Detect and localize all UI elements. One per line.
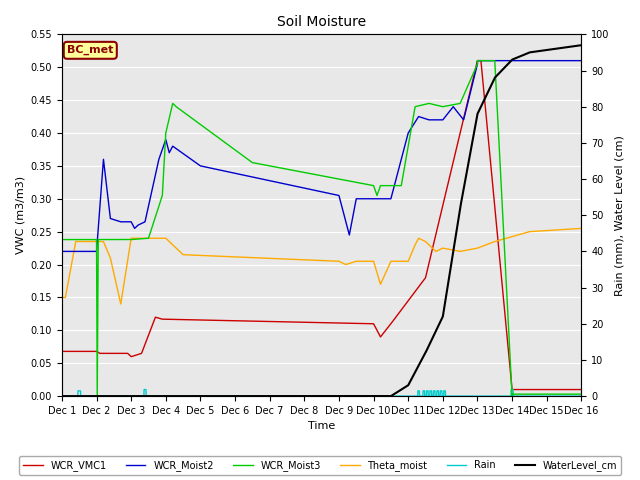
X-axis label: Time: Time (308, 421, 335, 432)
Text: BC_met: BC_met (67, 45, 113, 56)
Title: Soil Moisture: Soil Moisture (277, 15, 366, 29)
Y-axis label: VWC (m3/m3): VWC (m3/m3) (15, 176, 25, 254)
Legend: WCR_VMC1, WCR_Moist2, WCR_Moist3, Theta_moist, Rain, WaterLevel_cm: WCR_VMC1, WCR_Moist2, WCR_Moist3, Theta_… (19, 456, 621, 475)
Y-axis label: Rain (mm), Water Level (cm): Rain (mm), Water Level (cm) (615, 135, 625, 296)
